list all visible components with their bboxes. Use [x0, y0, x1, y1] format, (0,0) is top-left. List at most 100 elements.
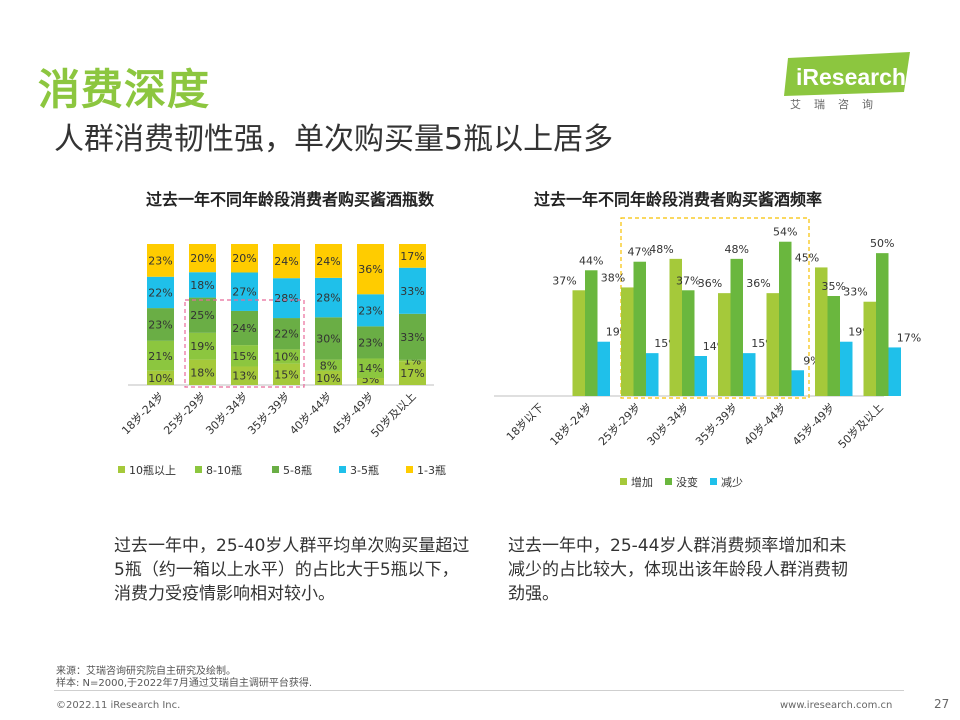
- bar-value-label: 18%: [190, 366, 214, 379]
- bar-value-label: 8%: [320, 359, 337, 372]
- x-tick-label: 25岁-29岁: [595, 400, 643, 448]
- bar: [888, 347, 901, 396]
- bar-value-label: 30%: [316, 332, 340, 345]
- bar-value-label: 37%: [552, 274, 576, 287]
- bar-segment: [357, 378, 384, 385]
- bar-value-label: 13%: [232, 370, 256, 383]
- bar-value-label: 24%: [232, 322, 256, 335]
- bar-segment: [315, 244, 342, 278]
- bar-segment: [189, 244, 216, 273]
- bar-segment: [399, 361, 426, 385]
- bar-segment: [315, 359, 342, 371]
- website-link[interactable]: www.iresearch.com.cn: [780, 700, 893, 711]
- bar-value-label: 15%: [274, 368, 298, 381]
- bar-value-label: 21%: [148, 350, 172, 363]
- bar-value-label: 44%: [579, 254, 603, 267]
- bar-value-label: 22%: [148, 286, 172, 299]
- bar: [876, 253, 889, 396]
- bar: [815, 267, 828, 396]
- legend-label: 3-5瓶: [350, 463, 379, 477]
- bar-value-label: 20%: [190, 252, 214, 265]
- bar-segment: [273, 278, 300, 319]
- x-tick-label: 40岁-44岁: [741, 400, 789, 448]
- bar-segment: [357, 326, 384, 359]
- bar-value-label: 10%: [316, 372, 340, 385]
- bar-segment: [147, 370, 174, 385]
- highlight-box: [184, 299, 305, 388]
- bar: [597, 341, 610, 396]
- legend-label: 减少: [721, 476, 743, 489]
- bar-value-label: 36%: [358, 263, 382, 276]
- legend-swatch: [195, 466, 202, 473]
- bar-segment: [147, 340, 174, 371]
- bar-segment: [315, 277, 342, 318]
- bar-segment: [273, 244, 300, 279]
- legend-swatch: [665, 478, 672, 485]
- legend-swatch: [710, 478, 717, 485]
- x-tick-label: 50岁及以上: [835, 400, 886, 451]
- legend-label: 没变: [676, 475, 698, 489]
- legend-swatch: [620, 478, 627, 485]
- bar: [572, 290, 585, 396]
- bar: [585, 270, 598, 396]
- bar-value-label: 22%: [274, 328, 298, 341]
- bar-value-label: 48%: [725, 243, 749, 256]
- legend-label: 10瓶以上: [129, 463, 176, 477]
- bar: [694, 356, 707, 396]
- chart2-title: 过去一年不同年龄段消费者购买酱酒频率: [533, 190, 822, 209]
- bar-segment: [231, 345, 258, 367]
- bar-value-label: 23%: [358, 304, 382, 317]
- bar-segment: [231, 272, 258, 311]
- bar-value-label: 47%: [628, 246, 652, 259]
- bar-segment: [231, 366, 258, 385]
- bar-value-label: 23%: [358, 336, 382, 349]
- bar-value-label: 19%: [190, 340, 214, 353]
- bar-segment: [399, 359, 426, 362]
- bar-segment: [357, 294, 384, 327]
- source-line: 来源：艾瑞咨询研究院自主研究及绘制。: [56, 666, 236, 677]
- bar-segment: [399, 244, 426, 268]
- bar-segment: [147, 244, 174, 277]
- bar-segment: [273, 318, 300, 350]
- x-tick-label: 35岁-39岁: [692, 400, 740, 448]
- bar-value-label: 33%: [400, 331, 424, 344]
- bar-value-label: 50%: [870, 237, 894, 250]
- bar-segment: [399, 313, 426, 360]
- bar-value-label: 37%: [676, 274, 700, 287]
- chart1-title: 过去一年不同年龄段消费者购买酱酒瓶数: [145, 190, 434, 209]
- bar-segment: [273, 349, 300, 364]
- bar-segment: [273, 363, 300, 385]
- bar-value-label: 36%: [746, 277, 770, 290]
- bar-value-label: 28%: [274, 292, 298, 305]
- bar: [646, 353, 659, 396]
- source-note: 来源：艾瑞咨询研究院自主研究及绘制。 样本: N=2000,于2022年7月通过…: [56, 666, 312, 690]
- bar: [682, 290, 695, 396]
- bar-value-label: 23%: [148, 318, 172, 331]
- bar-segment: [189, 359, 216, 385]
- bar-value-label: 48%: [649, 243, 673, 256]
- bar-segment: [189, 297, 216, 333]
- bar-value-label: 14%: [358, 362, 382, 375]
- bar: [718, 293, 731, 396]
- bar-value-label: 38%: [601, 271, 625, 284]
- logo-subtitle: 艾瑞咨询: [790, 98, 886, 111]
- bar-segment: [231, 310, 258, 346]
- x-tick-label: 45岁-49岁: [789, 400, 837, 448]
- legend-label: 8-10瓶: [206, 463, 242, 477]
- page-headline: 人群消费韧性强，单次购买量5瓶以上居多: [54, 122, 614, 157]
- legend-swatch: [406, 466, 413, 473]
- bar: [779, 241, 792, 396]
- bar-segment: [147, 276, 174, 309]
- bar-value-label: 54%: [773, 226, 797, 239]
- bar-segment: [399, 267, 426, 314]
- bar-value-label: 20%: [232, 252, 256, 265]
- bar-value-label: 27%: [232, 286, 256, 299]
- bar-value-label: 17%: [400, 250, 424, 263]
- section-title: 消费深度: [38, 65, 211, 114]
- bar-value-label: 35%: [822, 280, 846, 293]
- bar-value-label: 45%: [795, 251, 819, 264]
- bar-segment: [231, 244, 258, 273]
- bar: [730, 258, 743, 396]
